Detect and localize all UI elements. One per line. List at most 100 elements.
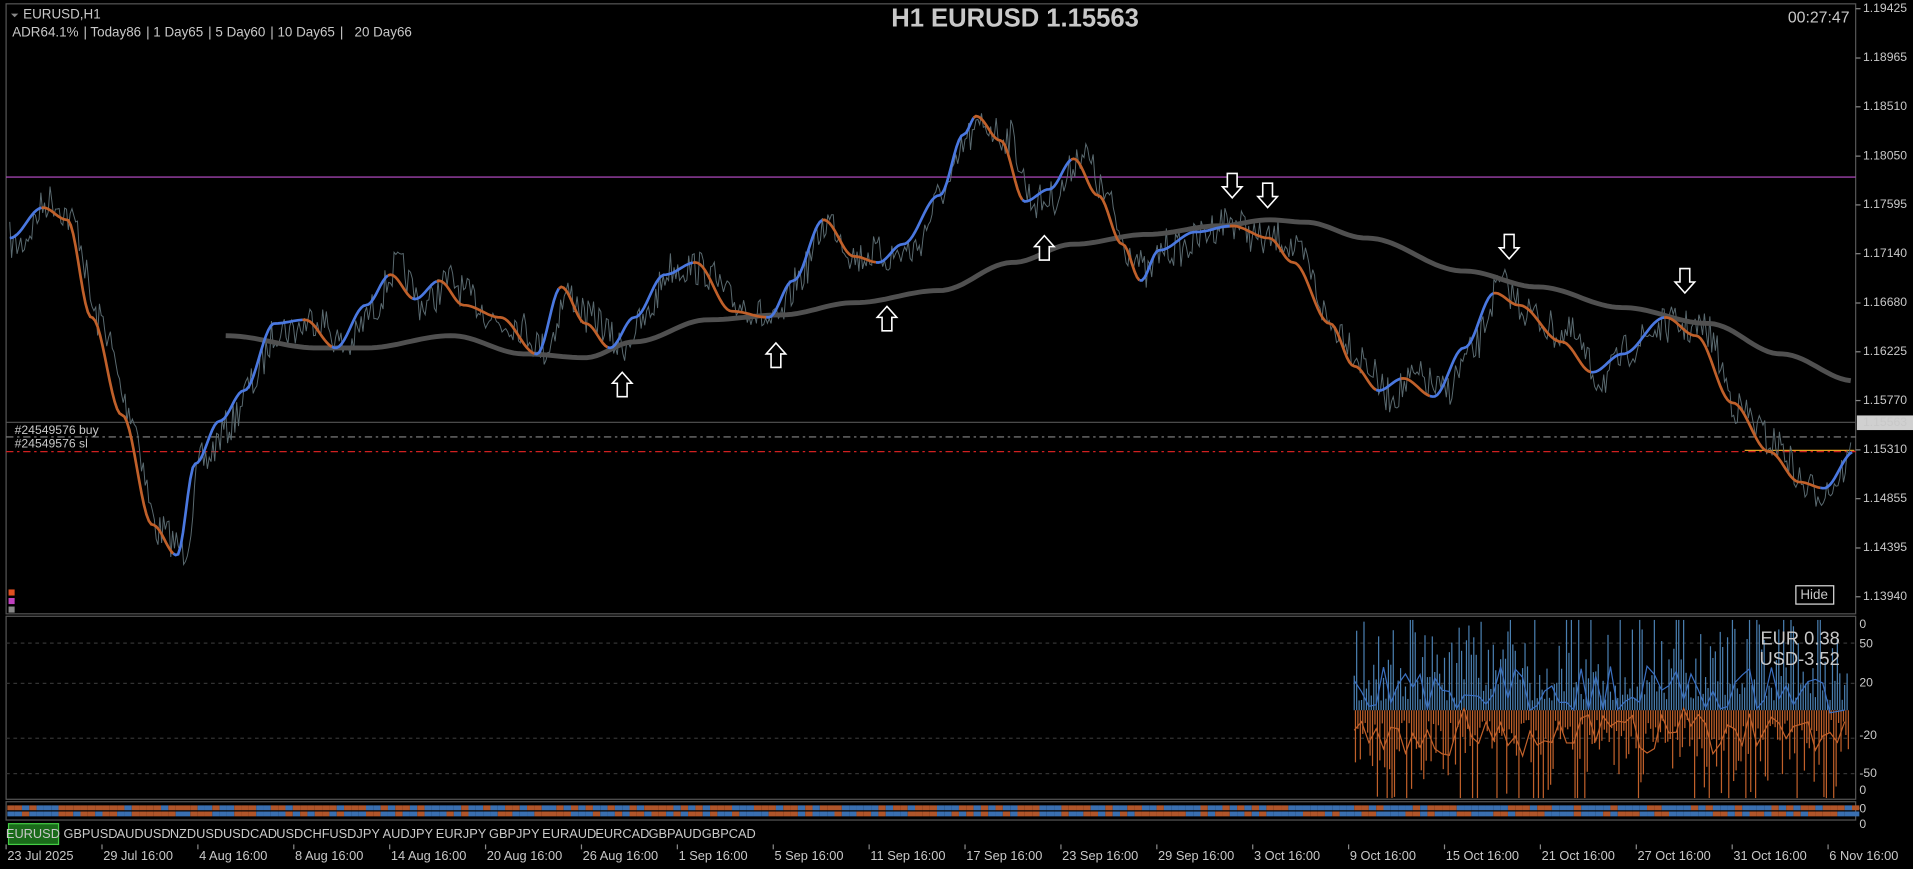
strip-cell [1500,811,1508,817]
strip-cell [614,805,623,811]
trend-line [1429,292,1495,398]
symbol-tab[interactable]: EURJPY [436,826,487,841]
hide-button[interactable] [1795,585,1835,605]
strip-cell [483,811,491,817]
strip-cell [1339,805,1347,811]
strip-cell [1683,805,1691,811]
time-label: 9 Oct 16:00 [1350,848,1416,863]
symbol-tab[interactable]: GBPAUD [649,826,702,841]
strip-cell [893,805,901,811]
strip-cell [1485,811,1494,817]
strip-cell [1149,811,1157,817]
strip-cell [1193,811,1201,817]
symbol-selected[interactable] [7,823,60,846]
strip-cell [885,805,894,811]
strip-cell [797,805,806,811]
strip-cell [1222,811,1230,817]
strip-cell [1098,811,1106,817]
symbol-tab[interactable]: AUDJPY [383,826,434,841]
strip-cell [1163,811,1172,817]
strip-cell [1010,805,1018,811]
trend-line [1070,157,1141,282]
current-price: 1.15563 [1863,415,1907,429]
symbol-tab[interactable]: USDCHF [276,826,330,841]
strip-cell [21,805,30,811]
strip-cell [1017,811,1025,817]
strip-cell [1581,805,1589,811]
strip-cell [827,805,835,811]
strip-cell [1376,805,1384,811]
strip-cell [424,805,432,811]
strip-cell [278,811,286,817]
time-label: 29 Sep 16:00 [1158,848,1234,863]
symbol-tab[interactable]: USDJPY [329,826,380,841]
strip-cell [1720,805,1728,811]
adr-value: 60 [250,25,265,40]
strip-cell [841,805,850,811]
strip-cell [1076,805,1084,811]
strip-cell [461,805,469,811]
strip-cell [629,805,637,811]
symbol-tab[interactable]: USDCAD [223,826,277,841]
strip-cell [1251,805,1260,811]
strip-cell [366,805,374,811]
strip-cell [1800,811,1809,817]
trend-line [1229,224,1377,392]
signal-arrow [1497,233,1521,261]
strip-cell [797,811,806,817]
symbol-tab[interactable]: GBPJPY [489,826,540,841]
strip-cell [1398,805,1406,811]
strip-cell [1522,805,1530,811]
price-label: 1.15770 [1863,393,1907,407]
strip-cell [1032,805,1040,811]
strip-cell [849,805,857,811]
strip-cell [468,805,476,811]
strip-cell [695,805,703,811]
symbol-tab[interactable]: NZDUSD [170,826,223,841]
strip-cell [1566,805,1574,811]
strip-cell [36,811,44,817]
symbol-tab[interactable]: AUDUSD [117,826,171,841]
strip-cell [1193,805,1201,811]
strip-cell [234,811,242,817]
strip-cell [219,811,227,817]
strip-cell [636,811,645,817]
trend-line [436,279,535,355]
strip-cell [1500,805,1508,811]
symbol-tab[interactable]: EURCAD [595,826,649,841]
strip-cell [153,811,162,817]
indicator-axis: 50 [1859,637,1873,651]
strip-cell [1756,805,1765,811]
strip-cell [885,811,894,817]
strip-cell [431,805,440,811]
time-label: 14 Aug 16:00 [391,848,466,863]
strip-cell [1537,811,1545,817]
strip-cell [1712,805,1721,811]
strip-cell [556,805,564,811]
strip-cell [461,811,469,817]
signal-arrow [1256,182,1280,209]
strip-cell [197,805,205,811]
strip-cell [475,805,484,811]
time-label: 1 Sep 16:00 [679,848,748,863]
price-label: 1.17140 [1863,246,1907,260]
strip-cell [695,811,703,817]
symbol-tab[interactable]: GBPUSD [63,826,117,841]
symbol-tab[interactable]: EURUSD [6,826,60,841]
strip-cell [36,805,44,811]
strip-cell [929,805,937,811]
strip-cell [1361,811,1369,817]
strip-axis: 0 [1859,801,1866,815]
symbol-tab[interactable]: GBPCAD [702,826,756,841]
strip-cell [1654,805,1662,811]
strip-cell [819,811,828,817]
strip-cell [102,811,110,817]
hide-button-label[interactable]: Hide [1800,587,1828,602]
trend-line [1400,377,1431,398]
strip-cell [1522,811,1530,817]
trend-line [692,261,767,319]
strip-cell [768,805,776,811]
strip-cell [1756,811,1765,817]
strip-cell [1793,805,1801,811]
symbol-tab[interactable]: EURAUD [542,826,596,841]
